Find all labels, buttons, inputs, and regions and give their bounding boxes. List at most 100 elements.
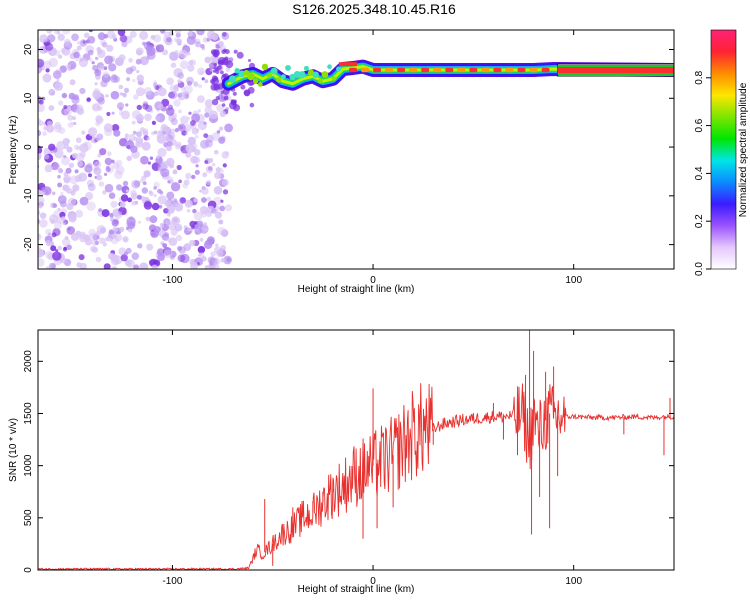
noise-blob: [204, 265, 210, 269]
noise-blob: [66, 226, 75, 235]
noise-blob: [213, 49, 220, 55]
noise-blob: [126, 77, 130, 82]
noise-blob: [55, 249, 59, 253]
noise-blob: [38, 99, 44, 105]
noise-blob: [53, 221, 62, 230]
noise-blob: [66, 244, 72, 251]
ridge-blob: [252, 78, 259, 84]
noise-blob: [213, 186, 223, 195]
noise-blob: [118, 54, 126, 62]
noise-blob: [203, 133, 209, 139]
noise-blob: [224, 56, 229, 61]
noise-blob: [208, 35, 212, 39]
y-tick-label: 20: [23, 44, 34, 56]
noise-blob: [221, 103, 226, 107]
ridge-core-segment: [469, 67, 478, 73]
noise-blob: [200, 211, 208, 218]
noise-blob: [202, 172, 208, 178]
noise-blob: [161, 98, 170, 107]
noise-blob: [96, 133, 104, 141]
noise-blob: [180, 91, 185, 96]
noise-blob: [103, 66, 108, 71]
noise-blob: [63, 107, 72, 116]
noise-blob: [108, 252, 115, 260]
noise-blob: [183, 43, 188, 48]
noise-blob: [163, 31, 171, 39]
x-tick-label: 100: [565, 576, 582, 587]
noise-blob: [71, 33, 79, 42]
noise-blob: [67, 227, 71, 231]
ridge-core-segment: [481, 67, 490, 73]
noise-blob: [41, 96, 46, 101]
ridge-core-segment: [385, 67, 394, 73]
noise-blob: [125, 103, 129, 107]
x-tick-label: -100: [162, 576, 182, 587]
noise-blob: [38, 103, 45, 112]
noise-blob: [39, 34, 49, 44]
colorbar-ticks: 0.0 0.2 0.4 0.6 0.8: [694, 70, 711, 276]
noise-blob: [137, 243, 143, 249]
noise-blob: [189, 59, 196, 66]
noise-blob: [75, 145, 81, 151]
noise-blob: [217, 227, 226, 235]
noise-blob: [65, 105, 72, 112]
noise-blob: [61, 156, 71, 166]
noise-blob: [141, 141, 151, 151]
noise-blob: [52, 228, 61, 237]
noise-blob: [42, 73, 52, 83]
noise-blob: [115, 159, 123, 167]
noise-blob: [95, 256, 102, 263]
noise-blob: [169, 250, 177, 258]
y-tick-label: 500: [23, 509, 34, 526]
colorbar-tick-label: 0.2: [694, 214, 705, 228]
noise-blob: [146, 137, 150, 141]
noise-blob: [57, 195, 67, 204]
noise-blob: [107, 151, 112, 156]
snr-x-axis-title: Height of straight line (km): [298, 584, 415, 595]
noise-blob: [135, 87, 145, 97]
noise-blob: [143, 201, 153, 210]
noise-blob: [177, 123, 186, 132]
noise-blob: [78, 254, 85, 261]
noise-blob: [191, 225, 195, 230]
noise-blob: [199, 237, 204, 242]
noise-blob: [108, 192, 116, 199]
noise-blob: [175, 141, 182, 148]
noise-blob: [94, 240, 100, 245]
noise-blob: [165, 220, 171, 227]
noise-blob: [60, 48, 66, 53]
noise-blob: [201, 197, 207, 203]
noise-blob: [79, 39, 88, 47]
noise-blob: [217, 168, 224, 175]
noise-blob: [97, 105, 103, 111]
noise-blob: [159, 223, 165, 228]
noise-blob: [170, 62, 177, 68]
noise-blob: [164, 132, 168, 137]
ridge-blob: [266, 72, 273, 78]
noise-blob: [240, 84, 246, 90]
noise-blob: [79, 262, 87, 269]
noise-blob: [76, 40, 81, 45]
noise-blob: [125, 189, 129, 193]
noise-blob: [106, 44, 114, 52]
noise-blob: [123, 87, 130, 93]
noise-blob: [63, 172, 68, 177]
noise-blob: [166, 237, 172, 243]
noise-blob: [111, 219, 119, 227]
noise-blob: [197, 67, 205, 76]
noise-blob: [48, 143, 56, 151]
ridge-blob: [321, 71, 329, 78]
noise-blob: [50, 202, 56, 209]
noise-blob: [172, 169, 178, 175]
noise-blob: [167, 141, 173, 147]
noise-blob: [74, 169, 79, 174]
noise-blob: [50, 245, 57, 252]
noise-blob: [120, 254, 128, 262]
noise-blob: [223, 48, 227, 53]
noise-blob: [70, 191, 74, 195]
noise-blob: [177, 72, 184, 79]
noise-blob: [198, 252, 205, 259]
noise-blob: [38, 145, 43, 155]
